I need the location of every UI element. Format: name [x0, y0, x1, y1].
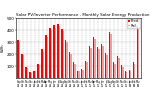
Bar: [17, 40, 19, 78]
Bar: [65, 40, 66, 78]
Bar: [69, 52, 70, 78]
Bar: [126, 72, 128, 78]
Text: Solar PV/Inverter Performance - Monthly Solar Energy Production: Solar PV/Inverter Performance - Monthly …: [16, 13, 149, 17]
Bar: [66, 42, 68, 78]
Bar: [53, 25, 55, 78]
Bar: [101, 44, 102, 78]
Bar: [129, 70, 130, 78]
Bar: [21, 54, 23, 78]
Bar: [133, 62, 134, 78]
Bar: [81, 69, 82, 78]
Bar: [45, 35, 47, 78]
Legend: Prod., Ref.: Prod., Ref.: [127, 19, 140, 28]
Bar: [33, 71, 35, 78]
Bar: [59, 26, 60, 78]
Bar: [86, 62, 88, 78]
Bar: [105, 53, 106, 78]
Bar: [47, 37, 48, 78]
Bar: [70, 54, 72, 78]
Bar: [97, 47, 98, 78]
Bar: [29, 72, 31, 78]
Bar: [57, 24, 59, 78]
Bar: [89, 46, 90, 78]
Bar: [39, 65, 40, 78]
Bar: [73, 62, 74, 78]
Bar: [118, 58, 120, 78]
Bar: [113, 62, 114, 78]
Bar: [41, 49, 43, 78]
Bar: [19, 41, 20, 78]
Bar: [35, 71, 36, 78]
Bar: [98, 49, 100, 78]
Bar: [130, 71, 132, 78]
Bar: [55, 28, 56, 78]
Bar: [77, 71, 78, 78]
Bar: [102, 46, 104, 78]
Bar: [25, 67, 27, 78]
Bar: [137, 26, 138, 78]
Bar: [85, 61, 86, 78]
Bar: [93, 37, 94, 78]
Bar: [63, 31, 64, 78]
Bar: [90, 48, 92, 78]
Bar: [125, 71, 126, 78]
Bar: [94, 39, 96, 78]
Bar: [43, 52, 44, 78]
Bar: [51, 30, 52, 78]
Bar: [109, 32, 110, 78]
Bar: [134, 64, 135, 78]
Bar: [106, 55, 108, 78]
Bar: [31, 73, 32, 78]
Bar: [122, 67, 124, 78]
Bar: [117, 56, 118, 78]
Bar: [82, 70, 84, 78]
Bar: [114, 64, 116, 78]
Bar: [61, 29, 63, 78]
Bar: [78, 71, 80, 78]
Bar: [138, 29, 139, 78]
Bar: [49, 28, 51, 78]
Bar: [23, 55, 24, 78]
Bar: [37, 64, 39, 78]
Y-axis label: kWh: kWh: [1, 44, 5, 52]
Bar: [74, 64, 76, 78]
Bar: [27, 68, 28, 78]
Bar: [121, 65, 122, 78]
Bar: [110, 34, 112, 78]
